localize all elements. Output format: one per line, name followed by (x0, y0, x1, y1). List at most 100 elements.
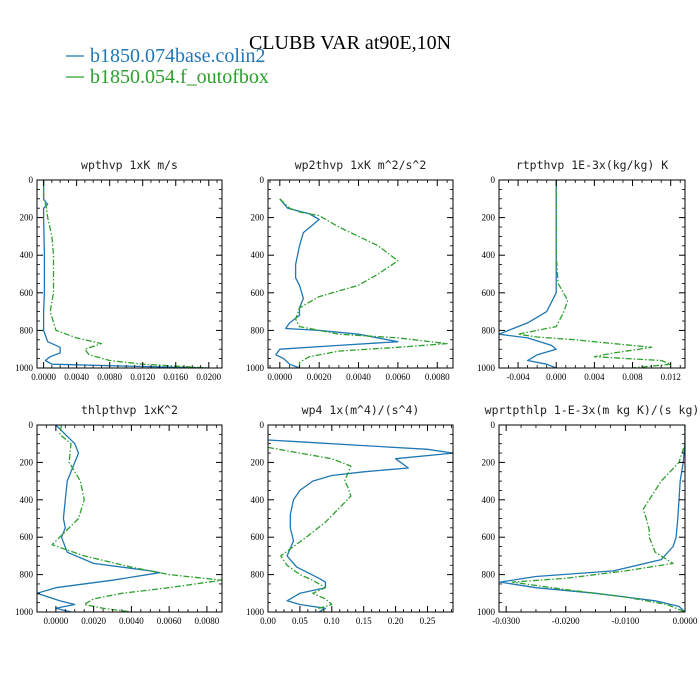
x-tick-label: 0.0000 (31, 372, 56, 382)
x-tick-label: -0.0100 (612, 616, 640, 626)
y-tick-label: 200 (20, 213, 34, 223)
x-tick-label: 0.0040 (64, 372, 89, 382)
series-line (268, 446, 352, 612)
series-line (51, 425, 222, 612)
series-line (499, 180, 557, 368)
y-tick-label: 400 (251, 495, 265, 505)
x-tick-label: 0.0200 (196, 372, 221, 382)
y-tick-label: 1000 (477, 363, 496, 373)
x-tick-label: 0.0160 (163, 372, 188, 382)
legend-label: b1850.054.f_outofbox (90, 66, 269, 88)
y-tick-label: 400 (482, 495, 496, 505)
x-tick-label: -0.0200 (552, 616, 580, 626)
x-tick-label: 0.25 (420, 616, 436, 626)
chart-panel: wp2thvp 1xK m^2/s^2020040060080010000.00… (246, 158, 454, 382)
panel-title: rtpthvp 1E-3x(kg/kg) K (516, 158, 668, 172)
series-line (511, 425, 685, 612)
panel-title: wp4 1x(m^4)/(s^4) (302, 403, 420, 417)
y-tick-label: 400 (20, 250, 34, 260)
y-tick-label: 0 (491, 175, 496, 185)
y-tick-label: 600 (251, 288, 265, 298)
y-tick-label: 400 (20, 495, 34, 505)
y-tick-label: 800 (482, 325, 496, 335)
series-line (279, 198, 448, 368)
x-tick-label: 0.0000 (673, 616, 698, 626)
y-tick-label: 800 (482, 570, 496, 580)
x-tick-label: 0.000 (546, 372, 567, 382)
y-tick-label: 200 (251, 457, 265, 467)
series-line (37, 425, 161, 612)
y-tick-label: 200 (251, 213, 265, 223)
x-tick-label: 0.012 (661, 372, 681, 382)
plot-frame (498, 424, 686, 613)
y-tick-label: 0 (260, 175, 265, 185)
y-tick-label: 600 (20, 532, 34, 542)
panel-title: thlpthvp 1xK^2 (81, 403, 178, 417)
x-tick-label: 0.0000 (44, 616, 69, 626)
y-tick-label: 400 (482, 250, 496, 260)
x-tick-label: 0.00 (260, 616, 276, 626)
x-tick-label: 0.20 (388, 616, 404, 626)
x-tick-label: 0.0080 (195, 616, 220, 626)
y-tick-label: 600 (20, 288, 34, 298)
y-tick-label: 600 (251, 532, 265, 542)
x-tick-label: 0.15 (356, 616, 372, 626)
y-tick-label: 800 (20, 325, 34, 335)
y-tick-label: 1000 (246, 363, 265, 373)
x-tick-label: 0.0040 (346, 372, 371, 382)
y-tick-label: 400 (251, 250, 265, 260)
x-tick-label: -0.0300 (492, 616, 520, 626)
y-tick-label: 1000 (15, 607, 34, 617)
x-tick-label: 0.0060 (386, 372, 411, 382)
y-tick-label: 0 (29, 420, 34, 430)
x-tick-label: 0.0020 (81, 616, 106, 626)
x-tick-label: 0.0020 (307, 372, 332, 382)
plot-frame (267, 424, 454, 613)
x-tick-label: 0.0120 (130, 372, 155, 382)
figure-title: CLUBB VAR at90E,10N (249, 32, 451, 54)
series-line (42, 180, 209, 368)
y-tick-label: 200 (482, 213, 496, 223)
y-tick-label: 200 (20, 457, 34, 467)
x-tick-label: 0.0080 (425, 372, 450, 382)
series-line (517, 180, 672, 368)
chart-panel: rtpthvp 1E-3x(kg/kg) K 0 200 400 600 800 1000-… (477, 158, 686, 382)
plot-frame (36, 179, 223, 369)
y-tick-label: 0 (260, 420, 265, 430)
y-tick-label: 1000 (246, 607, 265, 617)
y-tick-label: 1000 (477, 607, 496, 617)
y-tick-label: 1000 (15, 363, 34, 373)
series-line (42, 180, 209, 368)
x-tick-label: 0.0060 (157, 616, 182, 626)
x-tick-label: -0.004 (506, 372, 530, 382)
legend-label: b1850.074base.colin2 (90, 45, 266, 67)
x-tick-label: 0.0080 (97, 372, 122, 382)
chart-panel: wprtpthlp 1-E-3x(m kg K)/(s kg) 0 200 400 60… (477, 403, 699, 626)
x-tick-label: 0.05 (292, 616, 308, 626)
y-tick-label: 800 (20, 570, 34, 580)
chart-panel: thlpthvp 1xK^2 0 200 400 600 800 1000 0.0000 0.0… (15, 403, 223, 626)
y-tick-label: 0 (29, 175, 34, 185)
series-line (275, 198, 399, 368)
y-tick-label: 600 (482, 532, 496, 542)
x-tick-label: 0.10 (324, 616, 340, 626)
x-tick-label: 0.004 (584, 372, 605, 382)
panel-title: wp2thvp 1xK m^2/s^2 (295, 158, 427, 172)
plot-frame (498, 179, 686, 369)
x-tick-label: 0.0040 (119, 616, 144, 626)
y-tick-label: 800 (251, 325, 265, 335)
x-tick-label: 0.008 (622, 372, 643, 382)
y-tick-label: 600 (482, 288, 496, 298)
series-line (268, 439, 453, 612)
panel-title: wprtpthlp 1-E-3x(m kg K)/(s kg) (485, 403, 700, 417)
y-tick-label: 200 (482, 457, 496, 467)
x-tick-label: 0.0000 (267, 372, 292, 382)
panel-title: wpthvp 1xK m/s (81, 158, 178, 172)
y-tick-label: 0 (491, 420, 496, 430)
y-tick-label: 800 (251, 570, 265, 580)
